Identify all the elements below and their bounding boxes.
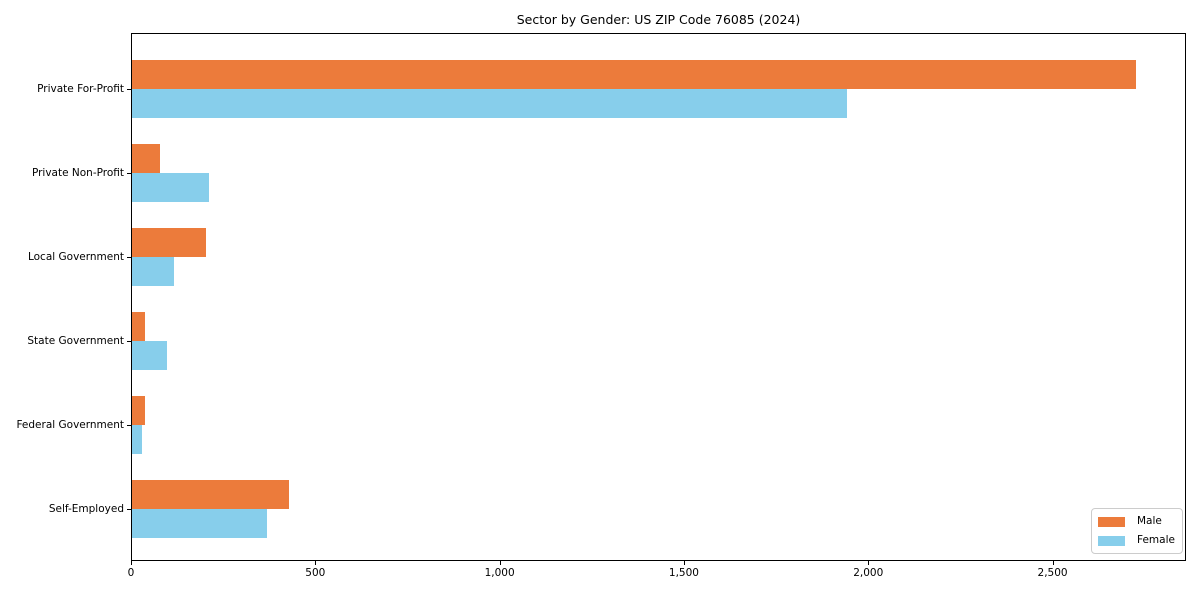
- x-axis-tick-label: 2,000: [853, 567, 884, 579]
- y-axis-category-label: Local Government: [27, 250, 124, 263]
- legend: Male Female: [1091, 508, 1183, 554]
- bar-male-5: [132, 480, 290, 509]
- bar-female-1: [132, 173, 210, 202]
- x-axis-tick: [868, 561, 870, 565]
- legend-swatch-female: [1098, 535, 1125, 546]
- y-axis-tick: [127, 257, 131, 258]
- bar-female-4: [132, 425, 142, 454]
- bar-male-2: [132, 228, 206, 257]
- x-axis-tick: [499, 561, 501, 565]
- legend-swatch-male: [1098, 516, 1125, 527]
- y-axis-category-label: Private Non-Profit: [31, 166, 124, 179]
- y-axis-tick: [127, 425, 131, 426]
- legend-label-male: Male: [1137, 515, 1162, 527]
- y-axis-tick: [127, 173, 131, 174]
- bar-male-1: [132, 144, 160, 173]
- x-axis-tick: [131, 561, 132, 565]
- chart-title: Sector by Gender: US ZIP Code 76085 (202…: [516, 12, 801, 27]
- y-axis-tick: [127, 89, 131, 90]
- y-axis-tick: [127, 509, 131, 510]
- x-axis-tick: [683, 561, 685, 565]
- x-axis-tick-label: 500: [305, 567, 326, 579]
- x-axis-tick: [315, 561, 317, 565]
- x-axis-tick-label: 0: [127, 567, 135, 579]
- x-axis-tick-label: 1,500: [668, 567, 699, 579]
- legend-label-female: Female: [1137, 534, 1175, 546]
- bar-female-0: [132, 89, 848, 118]
- y-axis-category-label: State Government: [27, 334, 124, 347]
- bar-male-0: [132, 60, 1137, 89]
- legend-item-male: Male: [1098, 514, 1176, 529]
- bar-female-3: [132, 341, 168, 370]
- y-axis-category-label: Self-Employed: [48, 502, 124, 515]
- x-axis-tick-label: 1,000: [484, 567, 515, 579]
- x-axis-tick: [1052, 561, 1054, 565]
- legend-item-female: Female: [1098, 533, 1176, 548]
- bar-female-2: [132, 257, 175, 286]
- y-axis-tick: [127, 341, 131, 342]
- bar-male-3: [132, 312, 145, 341]
- bar-female-5: [132, 509, 267, 538]
- x-axis-tick-label: 2,500: [1037, 567, 1068, 579]
- y-axis-category-label: Private For-Profit: [37, 82, 124, 95]
- bar-male-4: [132, 396, 145, 425]
- y-axis-category-label: Federal Government: [16, 418, 124, 431]
